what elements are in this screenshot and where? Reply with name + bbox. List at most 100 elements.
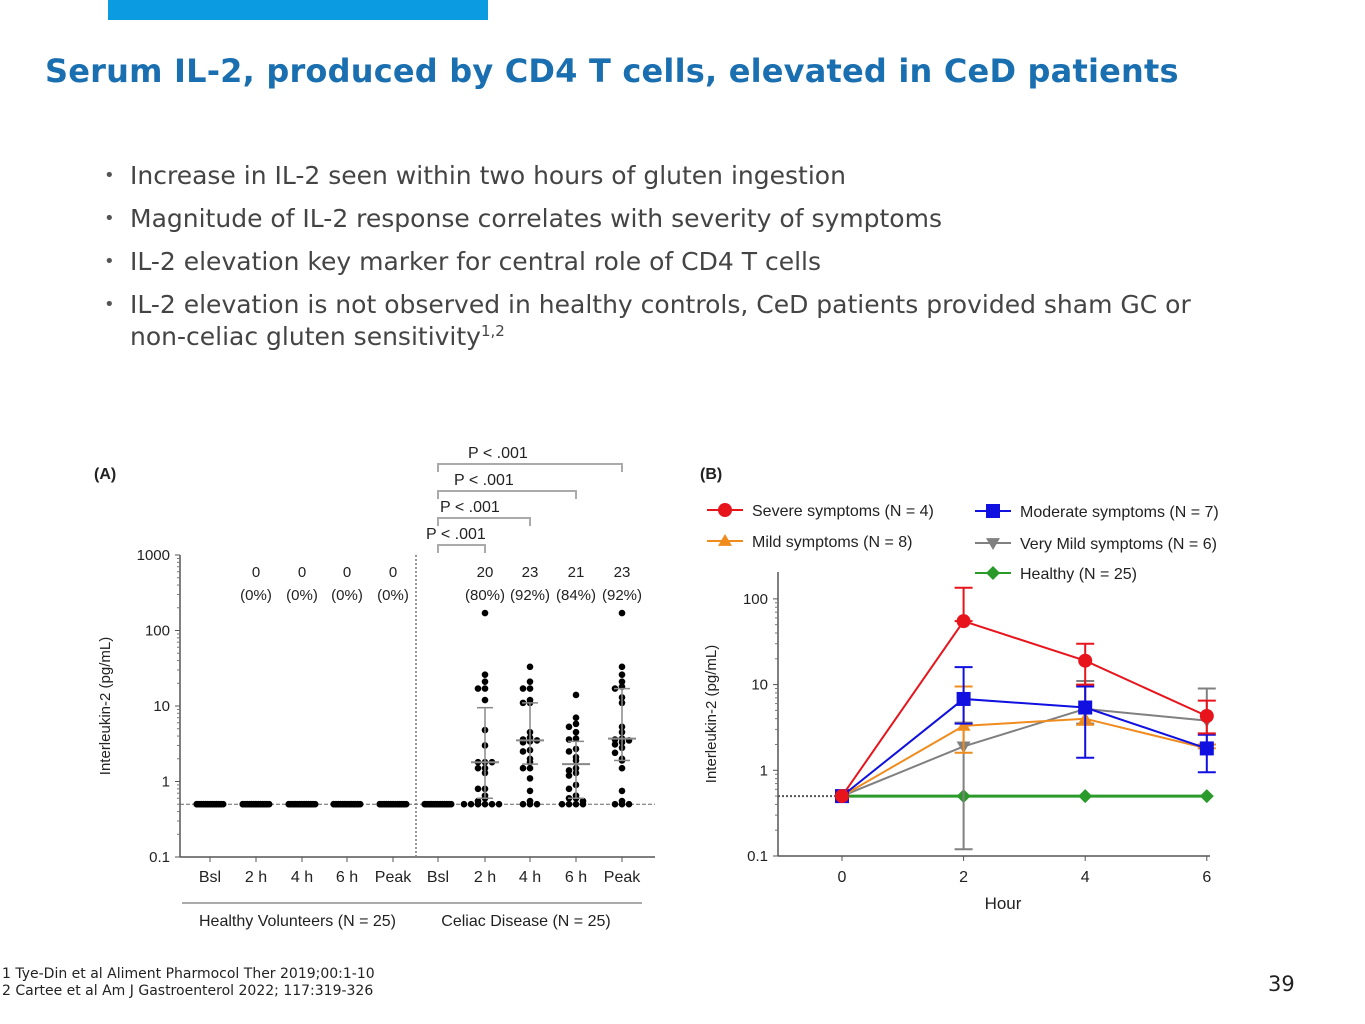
- legend-label: Severe symptoms (N = 4): [752, 503, 934, 520]
- bullet-list: Increase in IL-2 seen within two hours o…: [104, 160, 1254, 364]
- percent-label: (80%): [465, 587, 505, 604]
- data-point: [488, 800, 496, 808]
- bullet-text: Increase in IL-2 seen within two hours o…: [130, 161, 846, 190]
- significance-bracket: [437, 517, 531, 526]
- y-tick-label: 100: [743, 591, 768, 608]
- x-tick-label: 4 h: [519, 869, 541, 886]
- data-point: [474, 685, 482, 692]
- y-tick-label: 1: [760, 762, 768, 779]
- data-point: [467, 800, 475, 808]
- citation-superscript: 1,2: [480, 322, 505, 340]
- percent-label: (92%): [602, 587, 642, 604]
- y-tick-label: 0.1: [149, 849, 170, 866]
- data-point: [519, 800, 527, 808]
- footnote-1: 1 Tye-Din et al Aliment Pharmocol Ther 2…: [2, 966, 375, 982]
- data-point: [400, 800, 408, 808]
- y-tick-label: 10: [751, 677, 768, 694]
- data-point: [445, 800, 453, 808]
- significance-bracket: [437, 544, 486, 553]
- data-point: [618, 800, 626, 808]
- x-tick-label: Bsl: [427, 869, 449, 886]
- x-tick-label: 2: [959, 869, 968, 886]
- x-tick-label: 4 h: [291, 869, 313, 886]
- y-tick-label: 1: [162, 774, 170, 791]
- page-number: 39: [1268, 972, 1295, 996]
- data-point: [565, 723, 573, 731]
- data-point: [1199, 789, 1214, 804]
- slide-title: Serum IL-2, produced by CD4 T cells, ele…: [45, 52, 1179, 90]
- data-point: [611, 741, 619, 748]
- x-tick-label: 6: [1202, 869, 1211, 886]
- data-point: [572, 720, 580, 728]
- data-point: [618, 764, 626, 772]
- bullet-text: Magnitude of IL-2 response correlates wi…: [130, 204, 942, 233]
- data-point: [474, 785, 482, 793]
- count-label: 21: [568, 564, 585, 581]
- data-point: [572, 735, 580, 742]
- x-tick-label: 6 h: [565, 869, 587, 886]
- data-point: [481, 671, 489, 678]
- significance-bracket: [437, 463, 623, 472]
- data-point: [572, 714, 580, 721]
- data-point: [474, 764, 482, 772]
- data-point: [558, 800, 566, 808]
- data-point: [565, 772, 573, 779]
- percent-label: (0%): [240, 587, 272, 604]
- data-point: [572, 800, 580, 808]
- data-point: [354, 800, 362, 808]
- data-point: [526, 685, 534, 692]
- data-point: [1078, 653, 1093, 668]
- data-point: [263, 800, 271, 808]
- count-label: 0: [343, 564, 351, 581]
- data-point: [565, 748, 573, 755]
- data-point: [481, 696, 489, 704]
- data-point: [956, 691, 971, 706]
- x-tick-label: Peak: [375, 869, 412, 886]
- bullet-text: IL-2 elevation is not observed in health…: [130, 290, 1191, 351]
- p-value-label: P < .001: [440, 499, 500, 516]
- data-point: [618, 678, 626, 685]
- data-point: [835, 789, 849, 804]
- data-point: [1199, 741, 1214, 756]
- data-point: [481, 609, 489, 617]
- legend-label: Mild symptoms (N = 8): [752, 534, 912, 551]
- series-line: [841, 619, 1208, 797]
- data-point: [526, 678, 534, 685]
- data-point: [526, 663, 534, 671]
- data-point: [956, 614, 971, 629]
- legend-marker: [986, 566, 1000, 580]
- legend-label: Very Mild symptoms (N = 6): [1020, 536, 1217, 553]
- x-tick-label: 2 h: [245, 869, 267, 886]
- percent-label: (0%): [331, 587, 363, 604]
- p-value-label: P < .001: [426, 526, 486, 543]
- percent-label: (0%): [377, 587, 409, 604]
- series-line: [841, 697, 1208, 797]
- legend-label: Moderate symptoms (N = 7): [1020, 504, 1219, 521]
- x-axis-label: Hour: [985, 894, 1022, 913]
- y-tick-label: 0.1: [747, 848, 768, 865]
- data-point: [572, 728, 580, 736]
- legend-marker: [986, 504, 1000, 518]
- data-point: [618, 609, 626, 617]
- data-point: [526, 787, 534, 795]
- count-label: 23: [614, 564, 631, 581]
- count-label: 0: [298, 564, 306, 581]
- bullet-item: Magnitude of IL-2 response correlates wi…: [104, 203, 1254, 235]
- x-tick-label: Peak: [604, 869, 641, 886]
- data-point: [519, 764, 527, 772]
- data-point: [565, 767, 573, 774]
- x-tick-label: 4: [1081, 869, 1090, 886]
- x-tick-label: 0: [838, 869, 847, 886]
- x-tick-label: 6 h: [336, 869, 358, 886]
- legend-marker: [986, 538, 1000, 550]
- y-axis-label: Interleukin-2 (pg/mL): [97, 637, 114, 775]
- data-point: [579, 800, 587, 808]
- data-point: [956, 718, 971, 731]
- accent-bar: [108, 0, 488, 20]
- percent-label: (0%): [286, 587, 318, 604]
- legend-label: Healthy (N = 25): [1020, 566, 1137, 583]
- footnote-2: 2 Cartee et al Am J Gastroenterol 2022; …: [2, 983, 374, 999]
- data-point: [1078, 789, 1093, 804]
- data-point: [611, 800, 619, 808]
